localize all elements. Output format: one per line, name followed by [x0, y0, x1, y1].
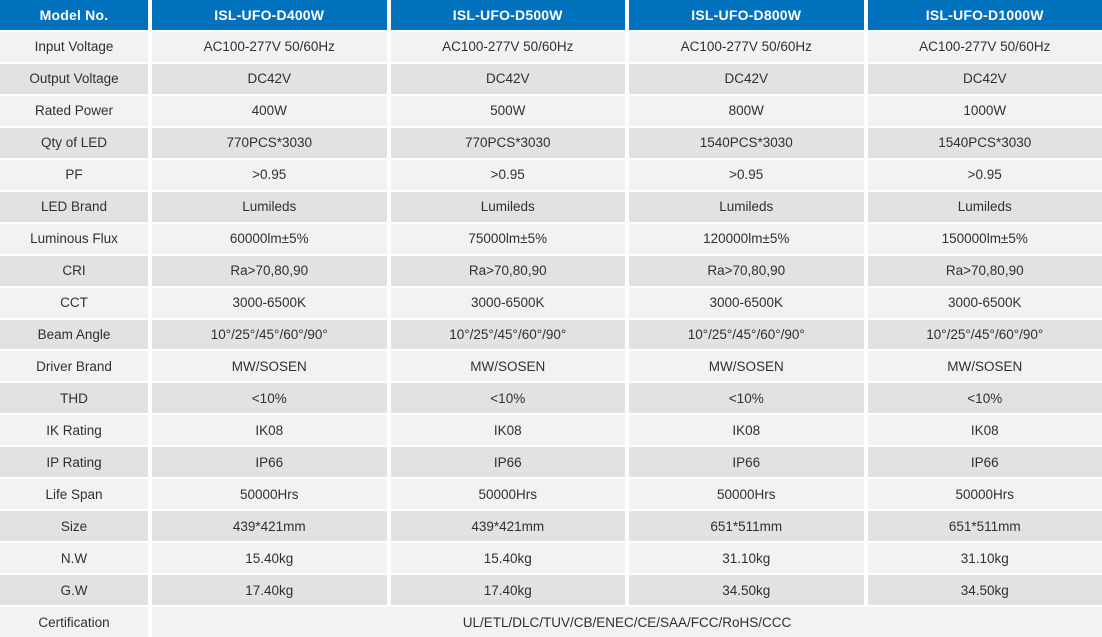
row-label-cri: CRI	[0, 255, 148, 286]
spec-value-cct-col4: 3000-6500K	[867, 287, 1102, 318]
spec-value-qty-of-led-col3: 1540PCS*3030	[629, 127, 864, 158]
spec-value-cri-col4: Ra>70,80,90	[867, 255, 1102, 286]
row-label-cct: CCT	[0, 287, 148, 318]
spec-value-qty-of-led-col2: 770PCS*3030	[390, 127, 625, 158]
row-label-qty-of-led: Qty of LED	[0, 127, 148, 158]
spec-value-led-brand-col1: Lumileds	[152, 191, 387, 222]
spec-value-luminous-flux-col3: 120000lm±5%	[629, 223, 864, 254]
spec-value-luminous-flux-col4: 150000lm±5%	[867, 223, 1102, 254]
spec-value-n-w-col1: 15.40kg	[152, 543, 387, 574]
spec-value-beam-angle-col2: 10°/25°/45°/60°/90°	[390, 319, 625, 350]
spec-value-ip-rating-col2: IP66	[390, 447, 625, 478]
spec-value-pf-col1: >0.95	[152, 159, 387, 190]
row-label-rated-power: Rated Power	[0, 95, 148, 126]
spec-value-thd-col1: <10%	[152, 383, 387, 414]
spec-value-luminous-flux-col1: 60000lm±5%	[152, 223, 387, 254]
column-header-isl-ufo-d1000w: ISL-UFO-D1000W	[867, 0, 1102, 30]
spec-value-beam-angle-col1: 10°/25°/45°/60°/90°	[152, 319, 387, 350]
column-header-isl-ufo-d800w: ISL-UFO-D800W	[629, 0, 864, 30]
column-header-isl-ufo-d500w: ISL-UFO-D500W	[390, 0, 625, 30]
spec-value-beam-angle-col3: 10°/25°/45°/60°/90°	[629, 319, 864, 350]
row-label-beam-angle: Beam Angle	[0, 319, 148, 350]
spec-value-ik-rating-col2: IK08	[390, 415, 625, 446]
row-label-input-voltage: Input Voltage	[0, 31, 148, 62]
spec-value-size-col1: 439*421mm	[152, 511, 387, 542]
spec-value-g-w-col4: 34.50kg	[867, 575, 1102, 606]
spec-value-thd-col3: <10%	[629, 383, 864, 414]
spec-value-life-span-col1: 50000Hrs	[152, 479, 387, 510]
row-label-thd: THD	[0, 383, 148, 414]
row-label-certification: Certification	[0, 607, 148, 637]
spec-value-qty-of-led-col1: 770PCS*3030	[152, 127, 387, 158]
spec-value-size-col3: 651*511mm	[629, 511, 864, 542]
row-label-luminous-flux: Luminous Flux	[0, 223, 148, 254]
spec-value-ip-rating-col1: IP66	[152, 447, 387, 478]
spec-value-ip-rating-col4: IP66	[867, 447, 1102, 478]
spec-value-g-w-col1: 17.40kg	[152, 575, 387, 606]
spec-value-led-brand-col4: Lumileds	[867, 191, 1102, 222]
spec-value-g-w-col2: 17.40kg	[390, 575, 625, 606]
spec-value-cri-col1: Ra>70,80,90	[152, 255, 387, 286]
spec-value-driver-brand-col1: MW/SOSEN	[152, 351, 387, 382]
row-label-g-w: G.W	[0, 575, 148, 606]
spec-value-pf-col2: >0.95	[390, 159, 625, 190]
row-label-pf: PF	[0, 159, 148, 190]
spec-value-output-voltage-col1: DC42V	[152, 63, 387, 94]
spec-value-led-brand-col2: Lumileds	[390, 191, 625, 222]
spec-value-life-span-col2: 50000Hrs	[390, 479, 625, 510]
spec-value-qty-of-led-col4: 1540PCS*3030	[867, 127, 1102, 158]
spec-value-ip-rating-col3: IP66	[629, 447, 864, 478]
spec-value-led-brand-col3: Lumileds	[629, 191, 864, 222]
spec-value-beam-angle-col4: 10°/25°/45°/60°/90°	[867, 319, 1102, 350]
spec-value-rated-power-col4: 1000W	[867, 95, 1102, 126]
row-label-ik-rating: IK Rating	[0, 415, 148, 446]
spec-value-input-voltage-col4: AC100-277V 50/60Hz	[867, 31, 1102, 62]
spec-value-cct-col2: 3000-6500K	[390, 287, 625, 318]
row-label-life-span: Life Span	[0, 479, 148, 510]
spec-value-n-w-col2: 15.40kg	[390, 543, 625, 574]
spec-value-g-w-col3: 34.50kg	[629, 575, 864, 606]
spec-value-rated-power-col3: 800W	[629, 95, 864, 126]
spec-value-pf-col4: >0.95	[867, 159, 1102, 190]
column-header-isl-ufo-d400w: ISL-UFO-D400W	[152, 0, 387, 30]
spec-value-life-span-col3: 50000Hrs	[629, 479, 864, 510]
spec-value-luminous-flux-col2: 75000lm±5%	[390, 223, 625, 254]
spec-value-size-col4: 651*511mm	[867, 511, 1102, 542]
row-label-ip-rating: IP Rating	[0, 447, 148, 478]
row-label-led-brand: LED Brand	[0, 191, 148, 222]
spec-value-output-voltage-col2: DC42V	[390, 63, 625, 94]
spec-value-pf-col3: >0.95	[629, 159, 864, 190]
spec-value-thd-col4: <10%	[867, 383, 1102, 414]
spec-value-ik-rating-col4: IK08	[867, 415, 1102, 446]
spec-value-rated-power-col2: 500W	[390, 95, 625, 126]
spec-value-input-voltage-col3: AC100-277V 50/60Hz	[629, 31, 864, 62]
spec-value-input-voltage-col2: AC100-277V 50/60Hz	[390, 31, 625, 62]
spec-value-cct-col3: 3000-6500K	[629, 287, 864, 318]
spec-value-output-voltage-col3: DC42V	[629, 63, 864, 94]
spec-value-cct-col1: 3000-6500K	[152, 287, 387, 318]
row-label-driver-brand: Driver Brand	[0, 351, 148, 382]
spec-value-driver-brand-col2: MW/SOSEN	[390, 351, 625, 382]
spec-value-cri-col3: Ra>70,80,90	[629, 255, 864, 286]
row-label-output-voltage: Output Voltage	[0, 63, 148, 94]
spec-value-driver-brand-col4: MW/SOSEN	[867, 351, 1102, 382]
spec-value-ik-rating-col3: IK08	[629, 415, 864, 446]
spec-value-thd-col2: <10%	[390, 383, 625, 414]
spec-value-output-voltage-col4: DC42V	[867, 63, 1102, 94]
spec-value-ik-rating-col1: IK08	[152, 415, 387, 446]
spec-value-input-voltage-col1: AC100-277V 50/60Hz	[152, 31, 387, 62]
spec-value-size-col2: 439*421mm	[390, 511, 625, 542]
spec-value-rated-power-col1: 400W	[152, 95, 387, 126]
spec-value-life-span-col4: 50000Hrs	[867, 479, 1102, 510]
spec-value-certification-col1: UL/ETL/DLC/TUV/CB/ENEC/CE/SAA/FCC/RoHS/C…	[152, 607, 1102, 637]
row-label-n-w: N.W	[0, 543, 148, 574]
spec-value-driver-brand-col3: MW/SOSEN	[629, 351, 864, 382]
row-label-size: Size	[0, 511, 148, 542]
column-header-model-no: Model No.	[0, 0, 148, 30]
spec-value-n-w-col3: 31.10kg	[629, 543, 864, 574]
spec-value-cri-col2: Ra>70,80,90	[390, 255, 625, 286]
spec-value-n-w-col4: 31.10kg	[867, 543, 1102, 574]
